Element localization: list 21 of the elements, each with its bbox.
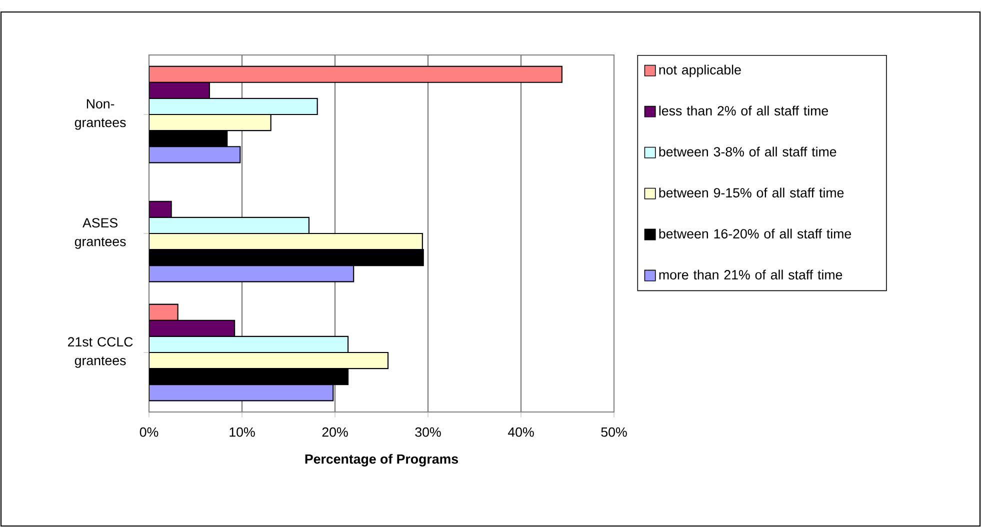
- bar: [149, 66, 562, 83]
- x-tick-label: 0%: [140, 427, 158, 437]
- y-tick-label: 21st CCLC grantees: [68, 337, 133, 368]
- bar: [149, 114, 272, 132]
- x-tick-label: 10%: [230, 427, 255, 437]
- legend-label: between 16-20% of all staff time: [659, 228, 852, 238]
- legend-label: not applicable: [659, 64, 741, 78]
- x-tick-label: 30%: [415, 427, 441, 437]
- y-tick-label: ASES grantees: [74, 218, 126, 249]
- bar: [149, 304, 178, 321]
- legend-label: between 3-8% of all staff time: [659, 146, 836, 157]
- y-tick-label: Non-grantees: [74, 99, 126, 130]
- bar: [149, 232, 423, 250]
- legend-label: less than 2% of all staff time: [659, 106, 828, 116]
- legend-label: between 9-15% of all staff time: [659, 188, 844, 198]
- bar: [149, 352, 389, 370]
- x-tick-label: 20%: [322, 427, 348, 437]
- x-axis-title: Percentage of Programs: [305, 454, 458, 466]
- legend-label: more than 21% of all staff time: [659, 270, 842, 280]
- x-tick-label: 40%: [508, 427, 534, 437]
- x-tick-label: 50%: [601, 427, 627, 437]
